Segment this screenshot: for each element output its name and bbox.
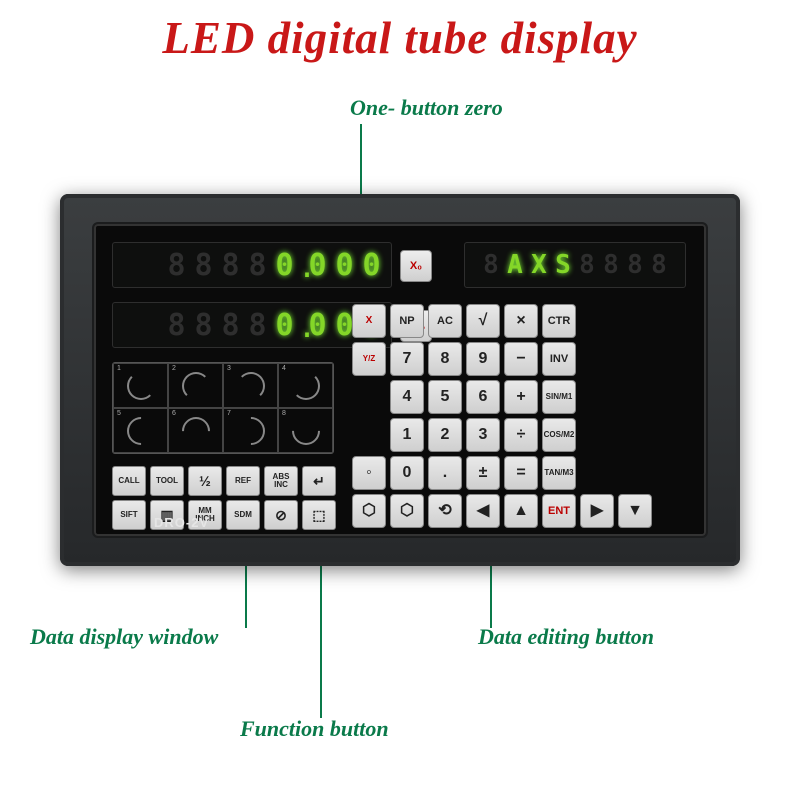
ent-button[interactable]: ENT [542, 494, 576, 528]
x-readout: 8 8 8 8 0 . 0 0 0 [112, 242, 392, 288]
abs-inc-button[interactable]: ABS INC [264, 466, 298, 496]
digit-on: 0 [272, 246, 297, 284]
decimal-point: . [298, 310, 304, 347]
right-arrow-button[interactable]: ▶ [580, 494, 614, 528]
ac-button[interactable]: AC [428, 304, 462, 338]
callout-zero: One- button zero [350, 95, 503, 121]
lower-keypad: ◦ 0 . ± = TAN/M3 ⬡ ⬡ ⟲ ◀ ▲ ENT ▶ ▼ [352, 456, 688, 528]
digit-off: 8 [191, 306, 216, 344]
model-label: DRO-2V [154, 515, 209, 530]
key-7[interactable]: 7 [390, 342, 424, 376]
ctr-button[interactable]: CTR [542, 304, 576, 338]
cos-button[interactable]: COS/M2 [542, 418, 576, 452]
down-arrow-button[interactable]: ▼ [618, 494, 652, 528]
function-keys: CALL TOOL ½ REF ABS INC ↵ SIFT ▥ MM INCH… [112, 466, 336, 530]
ref-button[interactable]: REF [226, 466, 260, 496]
key-0[interactable]: 0 [390, 456, 424, 490]
mode-display: 8 A X S 8 8 8 8 [464, 242, 686, 288]
key-6[interactable]: 6 [466, 380, 500, 414]
digit-off: 8 [245, 306, 270, 344]
tan-button[interactable]: TAN/M3 [542, 456, 576, 490]
left-arrow-button[interactable]: ◀ [466, 494, 500, 528]
key-9[interactable]: 9 [466, 342, 500, 376]
multiply-button[interactable]: × [504, 304, 538, 338]
yz-button[interactable]: Y/Z [352, 342, 386, 376]
diagram-cell: 7 [223, 408, 278, 453]
digit-off: 8 [245, 246, 270, 284]
equals-button[interactable]: = [504, 456, 538, 490]
digit-on: 0 [305, 306, 330, 344]
diagram-cell: 1 [113, 363, 168, 408]
digit-off: 8 [218, 306, 243, 344]
diagram-cell: 8 [278, 408, 333, 453]
diagram-cell: 4 [278, 363, 333, 408]
key-5[interactable]: 5 [428, 380, 462, 414]
decimal-point: . [298, 250, 304, 287]
dot-button[interactable]: ◦ [352, 456, 386, 490]
digit-on: 0 [305, 246, 330, 284]
callout-func: Function button [240, 716, 389, 742]
seg-on: X [528, 247, 551, 283]
inv-button[interactable]: INV [542, 342, 576, 376]
shape-button[interactable]: ⬡ [352, 494, 386, 528]
divide-button[interactable]: ÷ [504, 418, 538, 452]
half-button[interactable]: ½ [188, 466, 222, 496]
cycle-button[interactable]: ⟲ [428, 494, 462, 528]
x-button[interactable]: X [352, 304, 386, 338]
circle-button[interactable]: ⊘ [264, 500, 298, 530]
plusminus-button[interactable]: ± [466, 456, 500, 490]
device-panel: 8 8 8 8 0 . 0 0 0 X₀ 8 8 8 8 0 . 0 0 0 Y… [94, 224, 706, 536]
digit-on: 0 [332, 246, 357, 284]
sin-button[interactable]: SIN/M1 [542, 380, 576, 414]
diagram-cell: 5 [113, 408, 168, 453]
key-1[interactable]: 1 [390, 418, 424, 452]
callout-display: Data display window [30, 624, 218, 650]
seg-off: 8 [600, 247, 623, 283]
digit-off: 8 [218, 246, 243, 284]
sqrt-button[interactable]: √ [466, 304, 500, 338]
diagram-cell: 6 [168, 408, 223, 453]
sift-button[interactable]: SIFT [112, 500, 146, 530]
up-arrow-button[interactable]: ▲ [504, 494, 538, 528]
shape-button[interactable]: ⬡ [390, 494, 424, 528]
sdm-button[interactable]: SDM [226, 500, 260, 530]
digit-off: 8 [164, 306, 189, 344]
seg-off: 8 [648, 247, 671, 283]
seg-on: A [504, 247, 527, 283]
key-3[interactable]: 3 [466, 418, 500, 452]
minus-button[interactable]: − [504, 342, 538, 376]
page-title: LED digital tube display [0, 12, 800, 64]
plus-button[interactable]: + [504, 380, 538, 414]
digit-off: 8 [191, 246, 216, 284]
diagram-cell: 3 [223, 363, 278, 408]
seg-off: 8 [624, 247, 647, 283]
diagram-cell: 2 [168, 363, 223, 408]
y-readout: 8 8 8 8 0 . 0 0 0 [112, 302, 392, 348]
digit-on: 0 [359, 246, 384, 284]
digit-on: 0 [272, 306, 297, 344]
numeric-keypad: X NP AC √ × CTR Y/Z 7 8 9 − INV 4 5 6 + … [352, 304, 688, 452]
call-button[interactable]: CALL [112, 466, 146, 496]
key-2[interactable]: 2 [428, 418, 462, 452]
seg-off: 8 [576, 247, 599, 283]
seg-off: 8 [480, 247, 503, 283]
key-4[interactable]: 4 [390, 380, 424, 414]
dro-device: 8 8 8 8 0 . 0 0 0 X₀ 8 8 8 8 0 . 0 0 0 Y… [60, 194, 740, 566]
key-8[interactable]: 8 [428, 342, 462, 376]
digit-off: 8 [164, 246, 189, 284]
callout-edit: Data editing button [478, 624, 654, 650]
seg-on: S [552, 247, 575, 283]
square-button[interactable]: ⬚ [302, 500, 336, 530]
np-button[interactable]: NP [390, 304, 424, 338]
tool-button[interactable]: TOOL [150, 466, 184, 496]
arc-diagram: 1 2 3 4 5 6 7 8 [112, 362, 334, 454]
decimal-button[interactable]: . [428, 456, 462, 490]
x-zero-button[interactable]: X₀ [400, 250, 432, 282]
enter-icon[interactable]: ↵ [302, 466, 336, 496]
